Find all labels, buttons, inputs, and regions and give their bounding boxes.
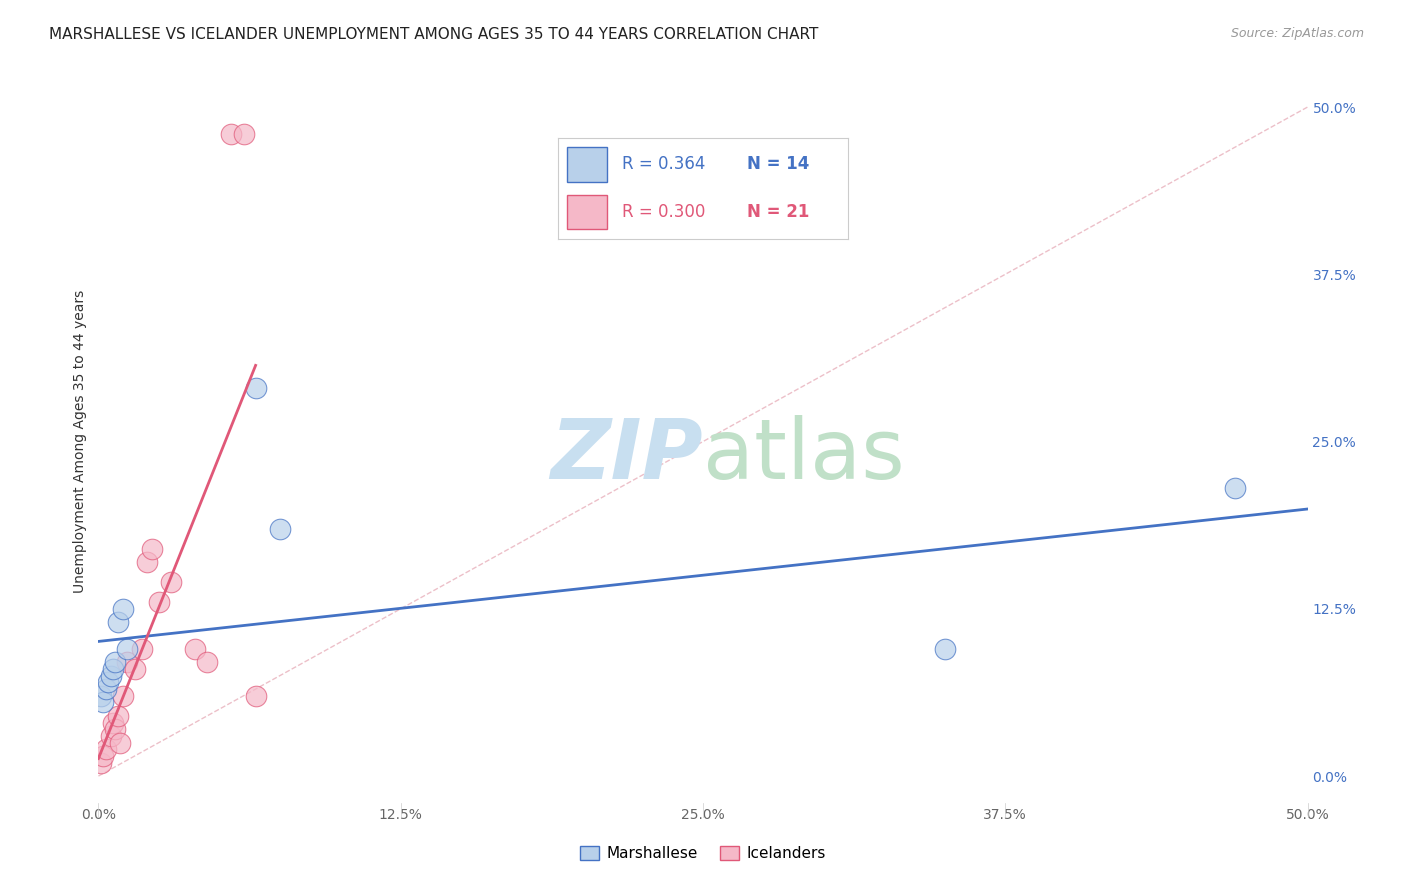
Text: ZIP: ZIP [550,416,703,497]
Point [101,715,124,730]
Point [195,655,218,669]
Point [245,381,267,395]
Point [107,708,129,723]
Point [97,675,120,690]
Point [148,595,170,609]
Point [141,541,163,556]
Point [269,521,291,535]
Point [245,689,267,703]
Point [232,127,254,141]
Point [117,642,139,657]
Text: Source: ZipAtlas.com: Source: ZipAtlas.com [1230,27,1364,40]
Point [100,729,122,743]
Point [101,662,124,676]
Point [111,602,134,616]
Point [104,655,127,669]
Point [107,615,129,630]
Point [100,669,122,683]
Y-axis label: Unemployment Among Ages 35 to 44 years: Unemployment Among Ages 35 to 44 years [73,290,87,593]
Point [111,689,134,703]
Point [108,735,131,749]
Point [117,655,139,669]
Point [135,555,157,569]
Point [90,689,112,703]
Point [131,642,153,657]
Point [1223,482,1246,496]
Point [104,723,127,737]
Point [160,575,183,590]
Point [94,742,117,756]
Legend: Marshallese, Icelanders: Marshallese, Icelanders [574,840,832,867]
Point [934,642,956,657]
Text: MARSHALLESE VS ICELANDER UNEMPLOYMENT AMONG AGES 35 TO 44 YEARS CORRELATION CHAR: MARSHALLESE VS ICELANDER UNEMPLOYMENT AM… [49,27,818,42]
Point [124,662,146,676]
Point [184,642,207,657]
Point [94,681,117,696]
Text: atlas: atlas [703,416,904,497]
Point [91,749,114,764]
Point [90,756,112,770]
Point [91,696,114,710]
Point [221,127,243,141]
